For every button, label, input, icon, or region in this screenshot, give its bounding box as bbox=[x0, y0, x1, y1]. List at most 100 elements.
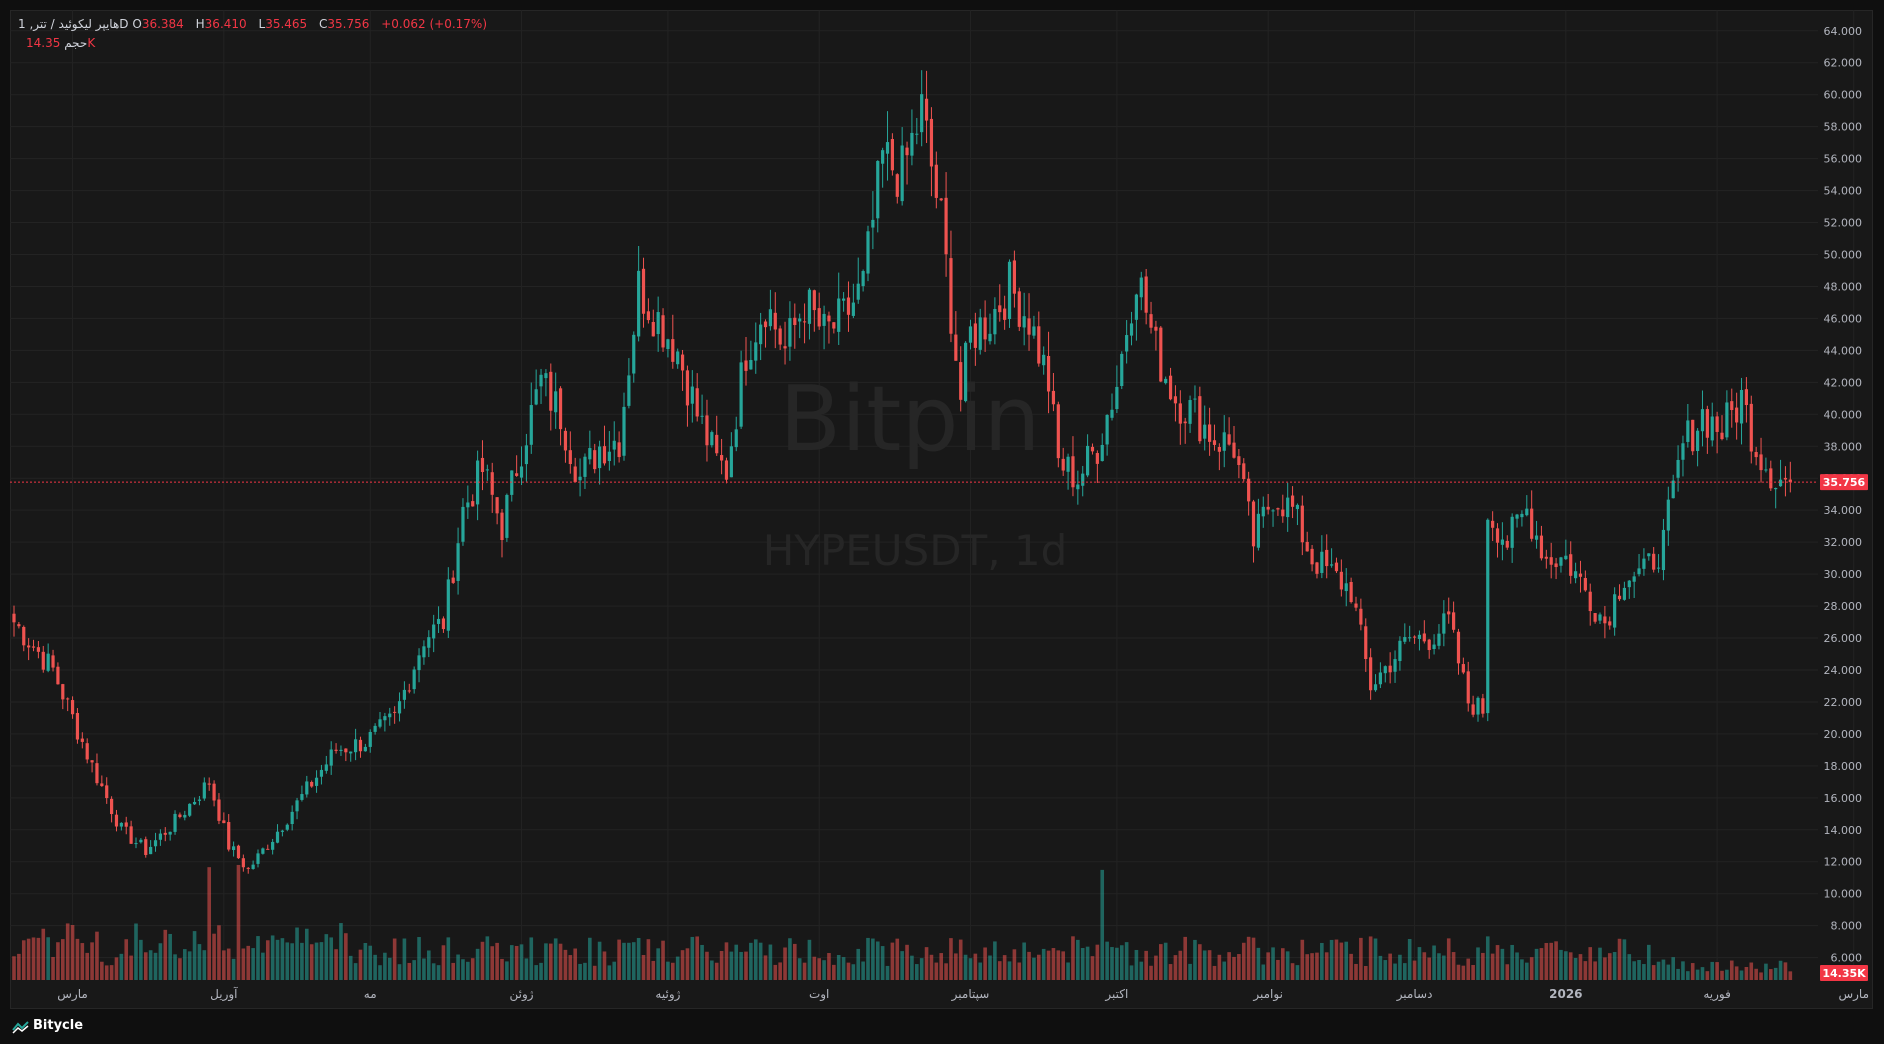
volume-bar bbox=[1027, 951, 1031, 980]
volume-bar bbox=[1398, 954, 1402, 980]
candle-body bbox=[1495, 528, 1500, 543]
candle-body bbox=[1100, 444, 1104, 462]
volume-bar bbox=[31, 937, 36, 980]
candle-body bbox=[954, 334, 958, 361]
candle-body bbox=[1144, 276, 1148, 313]
candle-body bbox=[407, 690, 411, 692]
candle-body bbox=[1661, 529, 1666, 571]
volume-bar bbox=[1432, 945, 1436, 980]
price-chart[interactable]: Bitpin HYPEUSDT, 1d 6.000 8.000 10.000 12.0… bbox=[0, 0, 1884, 1009]
candle-body bbox=[705, 415, 709, 446]
volume-bar bbox=[602, 951, 607, 980]
candle-body bbox=[1344, 583, 1348, 592]
volume-bar bbox=[1559, 949, 1563, 980]
candle-body bbox=[929, 118, 934, 167]
candle-body bbox=[1652, 553, 1656, 570]
candle-body bbox=[1710, 416, 1714, 441]
y-tick-label: 64.000 bbox=[1824, 25, 1863, 38]
volume-bar bbox=[553, 938, 558, 980]
volume-bar bbox=[461, 959, 465, 980]
volume-bar bbox=[915, 964, 919, 980]
y-tick-label: 8.000 bbox=[1831, 920, 1863, 933]
volume-bar bbox=[1359, 937, 1363, 980]
volume-bar bbox=[109, 965, 114, 980]
x-axis[interactable]: مارس آوریل مه ژوئن ژوئیه اوت سپتامبر اکتبر نوامب… bbox=[57, 986, 1884, 1002]
volume-bar bbox=[1515, 952, 1519, 980]
volume-bar bbox=[197, 944, 202, 980]
candle-body bbox=[1042, 354, 1046, 366]
volume-bar bbox=[1202, 950, 1207, 980]
volume-bar bbox=[290, 943, 294, 980]
y-axis[interactable]: 6.000 8.000 10.000 12.000 14.000 16.000 18.000… bbox=[1824, 25, 1863, 965]
candle-body bbox=[1681, 443, 1685, 460]
candle-body bbox=[1744, 389, 1748, 406]
candle-body bbox=[1412, 636, 1417, 638]
y-tick-label: 60.000 bbox=[1824, 89, 1863, 102]
candle-body bbox=[729, 446, 733, 478]
volume-bar bbox=[636, 937, 641, 980]
watermark-symbol: HYPEUSDT, 1d bbox=[763, 526, 1068, 575]
volume-bar bbox=[675, 956, 680, 980]
candle-body bbox=[295, 800, 299, 812]
volume-bar bbox=[1007, 961, 1012, 980]
volume-last-tag: 14.35K bbox=[1820, 965, 1868, 981]
volume-bar bbox=[256, 936, 260, 980]
volume-bar bbox=[656, 948, 660, 980]
volume-bar bbox=[700, 944, 704, 980]
candle-body bbox=[188, 803, 192, 816]
candle-body bbox=[998, 305, 1002, 313]
volume-bar bbox=[139, 939, 143, 980]
candle-body bbox=[1510, 516, 1514, 548]
candle-body bbox=[627, 375, 631, 406]
volume-bar bbox=[919, 958, 924, 980]
volume-bar bbox=[558, 943, 563, 980]
volume-bar bbox=[563, 949, 568, 980]
candle-body bbox=[1061, 458, 1065, 471]
candle-body bbox=[1364, 626, 1368, 660]
candle-body bbox=[1608, 621, 1612, 626]
volume-bar bbox=[17, 953, 21, 980]
volume-bar bbox=[1500, 948, 1505, 980]
candle-body bbox=[1217, 446, 1221, 452]
volume-bar bbox=[1056, 950, 1061, 980]
volume-bar bbox=[300, 942, 304, 980]
x-tick-label: نوامبر bbox=[1252, 987, 1283, 1002]
candle-body bbox=[671, 339, 675, 362]
bitycle-brand-label[interactable]: Bitycle bbox=[33, 1018, 84, 1033]
candle-body bbox=[1617, 595, 1622, 600]
volume-bar bbox=[95, 931, 99, 980]
candle-body bbox=[1242, 463, 1246, 480]
volume-bar bbox=[1544, 942, 1549, 980]
volume-bar bbox=[1334, 939, 1339, 980]
chart-frame[interactable] bbox=[10, 10, 1873, 1009]
volume-bar bbox=[75, 938, 80, 980]
candle-body bbox=[1212, 440, 1217, 445]
candle-body bbox=[554, 391, 558, 413]
volume-bar bbox=[1149, 965, 1153, 980]
candle-body bbox=[261, 848, 265, 854]
volume-bar bbox=[1339, 942, 1344, 980]
volume-bar bbox=[129, 955, 133, 980]
volume-bar bbox=[1632, 961, 1636, 980]
volume-bar bbox=[631, 942, 636, 980]
candle-body bbox=[1774, 488, 1778, 490]
volume-bar bbox=[1583, 961, 1588, 980]
volume-bar bbox=[485, 936, 490, 980]
volume-bar bbox=[1700, 967, 1705, 980]
volume-bar bbox=[607, 965, 612, 980]
candle-body bbox=[529, 405, 533, 445]
candle-body bbox=[1071, 456, 1075, 488]
volume-bar bbox=[851, 964, 856, 980]
volume-bar bbox=[705, 951, 709, 980]
symbol-label[interactable]: هایپر لیکوئید / تتر, 1D bbox=[18, 17, 129, 31]
candle-body bbox=[1256, 513, 1260, 548]
candle-body bbox=[1715, 416, 1719, 432]
volume-bar bbox=[1778, 960, 1783, 980]
candle-body bbox=[593, 450, 597, 470]
candle-body bbox=[1408, 637, 1412, 639]
volume-bar bbox=[1734, 966, 1739, 980]
y-tick-label: 24.000 bbox=[1824, 664, 1863, 677]
candle-body bbox=[1046, 355, 1051, 392]
volume-bar bbox=[1017, 962, 1022, 980]
candle-body bbox=[1778, 479, 1783, 487]
